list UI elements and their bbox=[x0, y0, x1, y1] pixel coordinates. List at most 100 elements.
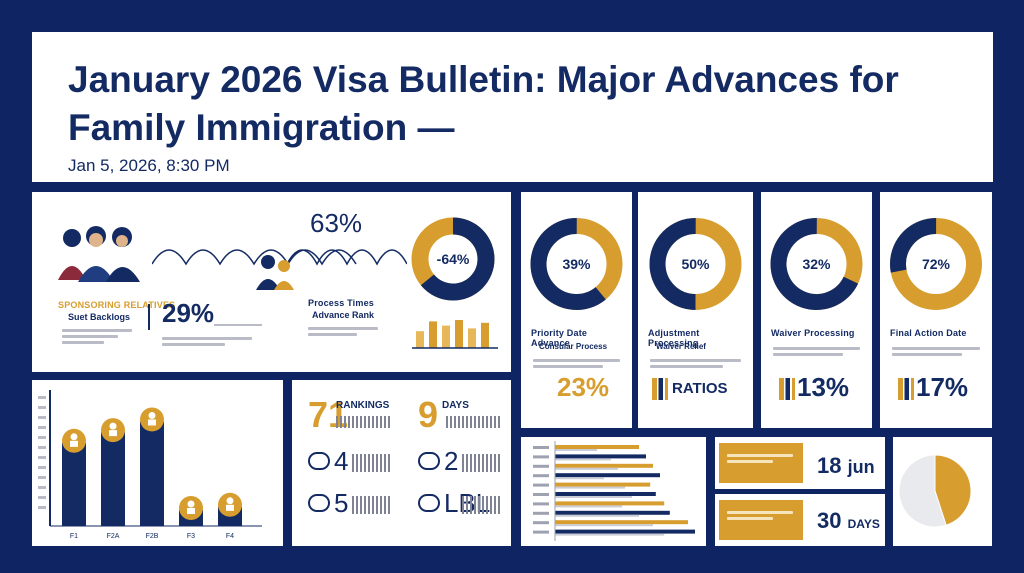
person-head-icon bbox=[187, 500, 195, 508]
y-tick-label bbox=[38, 426, 46, 429]
bar-person-icon bbox=[218, 492, 242, 517]
stat-cell-number: 2 bbox=[444, 446, 459, 476]
h-bar bbox=[555, 445, 639, 449]
y-tick-label bbox=[38, 456, 46, 459]
family-group-icon bbox=[58, 226, 140, 282]
donut-card-stat: 13% bbox=[797, 372, 850, 402]
y-tick-label bbox=[38, 416, 46, 419]
side-stat-2-unit: DAYS bbox=[847, 517, 880, 531]
person-body-icon bbox=[187, 508, 195, 514]
side-stat-1-value: 18 jun bbox=[817, 453, 875, 479]
mid-divider bbox=[148, 304, 150, 330]
publish-date: Jan 5, 2026, 8:30 PM bbox=[68, 156, 230, 175]
vertical-bar-panel: F1 F2A F2B F3 F4 bbox=[32, 380, 283, 546]
person-head-icon bbox=[70, 433, 78, 441]
mini-bar bbox=[455, 320, 463, 348]
h-tick-label bbox=[533, 511, 549, 515]
stat-bar-icon bbox=[652, 378, 668, 400]
mini-bar bbox=[416, 331, 424, 348]
stat-cell: 4 bbox=[308, 444, 400, 484]
stat-bar-icon bbox=[898, 378, 914, 400]
h-bar-secondary bbox=[555, 524, 653, 527]
h-bar bbox=[555, 463, 653, 468]
stat-cell: 9 DAYS bbox=[418, 394, 510, 435]
h-bar-secondary bbox=[555, 505, 623, 508]
donut-card-title: Final Action Date bbox=[890, 328, 967, 338]
h-bar-secondary bbox=[555, 467, 618, 470]
donut-card-title: Priority Date Advance bbox=[531, 328, 588, 348]
bar bbox=[140, 421, 164, 526]
h-tick-label bbox=[533, 455, 549, 459]
h-bar bbox=[555, 454, 646, 459]
donut-chart: 32% bbox=[770, 218, 863, 310]
person-head-icon bbox=[109, 422, 117, 430]
mini-bar bbox=[442, 325, 450, 348]
person-head-icon bbox=[148, 411, 156, 419]
x-tick-label: F2A bbox=[107, 533, 120, 540]
x-tick-label: F1 bbox=[70, 533, 78, 540]
plane-icon bbox=[418, 494, 440, 512]
pie-chart bbox=[898, 454, 972, 528]
h-bar-secondary bbox=[555, 533, 665, 536]
mini-bar bbox=[429, 321, 437, 348]
side-stat-1-number: 18 bbox=[817, 453, 842, 478]
h-bar-secondary bbox=[555, 486, 625, 489]
donut-card-pct: 32% bbox=[802, 256, 831, 272]
h-tick-label bbox=[533, 493, 549, 496]
donut-card-stat: 17% bbox=[916, 372, 969, 402]
header-card: January 2026 Visa Bulletin: Major Advanc… bbox=[32, 32, 993, 182]
h-tick-label bbox=[533, 464, 549, 468]
label-process: Process Times bbox=[308, 298, 374, 308]
y-tick-label bbox=[38, 436, 46, 439]
donut-card-lines bbox=[892, 344, 980, 359]
h-tick-label bbox=[533, 521, 549, 525]
globe-icon bbox=[418, 452, 440, 470]
donut-card: 50% Adjustment Processing Waiver Relief RAT… bbox=[638, 192, 753, 428]
stat-cell-number: 5 bbox=[334, 488, 349, 518]
pie-slice bbox=[898, 454, 947, 528]
donut-card: 32% Waiver Processing 13% bbox=[761, 192, 872, 428]
h-bar bbox=[555, 529, 695, 534]
side-stat-1-badge bbox=[719, 443, 803, 483]
mid-text-lines bbox=[162, 334, 252, 349]
stat-cell-barcode bbox=[352, 496, 392, 514]
stat-cell: 71 RANKINGS bbox=[308, 394, 400, 435]
bar bbox=[101, 432, 125, 526]
stat-cell: LBL bbox=[418, 486, 510, 526]
person-icon bbox=[308, 494, 330, 512]
donut-chart: 50% bbox=[649, 218, 742, 310]
stat-bar-icon bbox=[779, 378, 795, 400]
mini-bar bbox=[481, 322, 489, 348]
person-body-icon bbox=[109, 430, 117, 437]
y-tick-label bbox=[38, 406, 46, 409]
bar-person-icon bbox=[101, 418, 125, 443]
donut-chart: 39% bbox=[530, 218, 623, 310]
y-tick-label bbox=[38, 506, 46, 509]
donut-card-lines bbox=[533, 356, 620, 371]
side-stat-1: 18 jun bbox=[715, 437, 885, 489]
stat-cell-number: 9 bbox=[418, 394, 439, 435]
h-bar bbox=[555, 473, 660, 478]
mini-bar-chart bbox=[412, 320, 498, 349]
horizontal-bar-panel bbox=[521, 437, 706, 546]
donut-segment bbox=[770, 218, 863, 310]
person-body-icon bbox=[70, 440, 78, 447]
person-head-icon bbox=[226, 497, 234, 505]
h-bar bbox=[555, 501, 665, 506]
stat-cell-label: DAYS bbox=[442, 400, 469, 411]
stat-cell-barcode bbox=[336, 416, 392, 428]
parent-child-icon bbox=[256, 255, 294, 290]
label-sponsoring: SPONSORING RELATIVES bbox=[58, 300, 176, 310]
pie-panel bbox=[893, 437, 992, 546]
y-tick-label bbox=[38, 466, 46, 469]
y-tick-label bbox=[38, 446, 46, 449]
h-bar-secondary bbox=[555, 458, 611, 461]
side-stat-2-value: 30 DAYS bbox=[817, 508, 880, 534]
top-percentage: 63% bbox=[310, 208, 363, 238]
h-tick-label bbox=[533, 502, 549, 506]
donut-card-title: Adjustment Processing bbox=[648, 328, 700, 348]
mid-underline bbox=[214, 324, 262, 326]
donut-card: 72% Final Action Date 17% bbox=[880, 192, 992, 428]
person-body-icon bbox=[148, 419, 156, 426]
h-tick-label bbox=[533, 474, 549, 478]
